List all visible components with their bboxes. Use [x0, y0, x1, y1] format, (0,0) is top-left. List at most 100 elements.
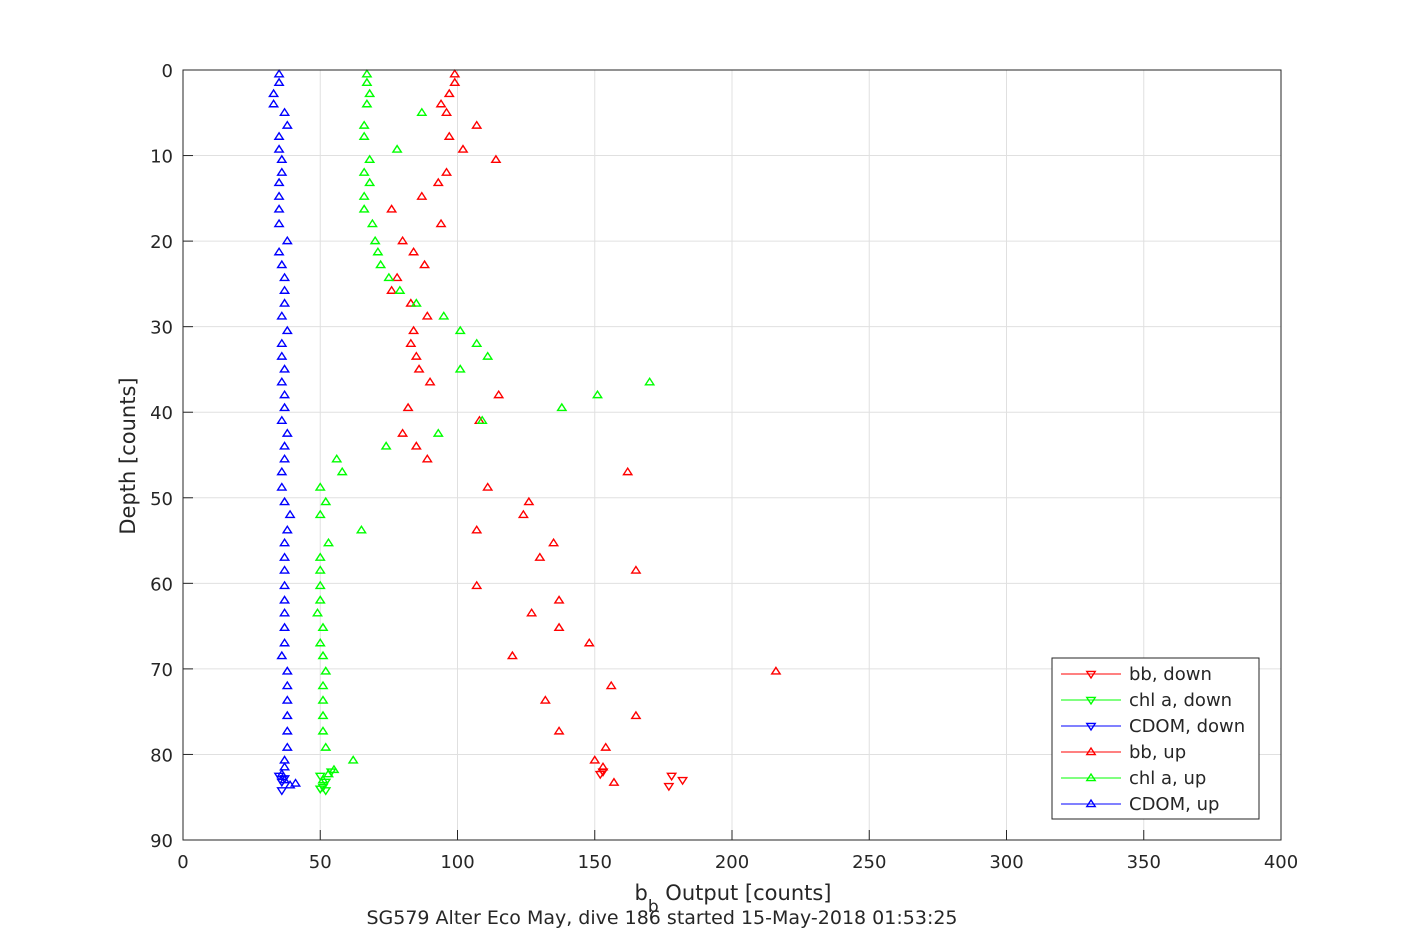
data-point [364, 88, 376, 98]
data-point [421, 453, 433, 463]
data-point [279, 298, 291, 307]
data-point [397, 428, 409, 437]
y-tick-label: 60 [150, 574, 173, 595]
data-point [405, 298, 417, 307]
data-point [419, 259, 431, 269]
data-point [517, 509, 529, 519]
legend-label: CDOM, down [1129, 716, 1245, 737]
data-point [366, 218, 378, 228]
data-point [457, 144, 469, 153]
data-point [281, 120, 293, 129]
data-point [276, 351, 288, 360]
data-point [361, 98, 373, 108]
data-point [600, 742, 612, 751]
y-tick-label: 20 [150, 232, 173, 253]
data-point [644, 376, 656, 386]
data-point [597, 761, 609, 771]
x-tick-label: 100 [440, 852, 474, 873]
data-point [276, 167, 288, 176]
legend-marker [1085, 798, 1097, 808]
axis-ticks: 0 50 100 150 200 250 300 350 400 0 10 20 30 40 50 60 70 8… [150, 61, 1298, 873]
data-point [273, 131, 285, 140]
data-point [361, 77, 373, 87]
x-tick-label: 300 [989, 852, 1023, 873]
data-point [482, 482, 494, 491]
y-tick-label: 40 [150, 403, 173, 424]
data-point [281, 695, 293, 704]
x-tick-label: 250 [852, 852, 886, 873]
data-point [281, 680, 293, 690]
data-point [281, 428, 293, 437]
data-point [397, 235, 409, 245]
legend-marker [1085, 670, 1097, 680]
data-point [391, 272, 403, 282]
legend-label: bb, down [1129, 664, 1212, 685]
x-tick-label: 50 [309, 852, 332, 873]
data-point [317, 726, 329, 735]
data-point [268, 98, 280, 108]
data-point [281, 235, 293, 245]
data-point [583, 637, 595, 647]
data-point [770, 666, 782, 675]
data-point [666, 772, 678, 782]
data-point [355, 525, 367, 534]
data-point [279, 565, 291, 574]
data-point [320, 742, 332, 751]
data-point [493, 389, 505, 399]
y-tick-label: 80 [150, 745, 173, 766]
data-point [276, 338, 288, 347]
data-point [539, 695, 551, 704]
y-tick-label: 90 [150, 831, 173, 852]
data-point [281, 325, 293, 335]
data-point [410, 298, 422, 307]
data-point [279, 622, 291, 632]
data-point [506, 650, 518, 660]
data-point [314, 482, 326, 491]
data-point [314, 552, 326, 561]
data-point [279, 402, 291, 412]
data-point [279, 774, 291, 784]
data-point [279, 389, 291, 399]
data-point [449, 68, 461, 78]
data-point [361, 68, 373, 78]
data-point [312, 607, 323, 617]
data-point [597, 768, 609, 777]
data-point [358, 204, 370, 213]
data-point [276, 154, 288, 164]
data-point [323, 768, 334, 778]
data-point [284, 779, 296, 789]
data-point [471, 580, 483, 590]
data-point [331, 453, 343, 463]
data-point [317, 680, 329, 690]
legend-marker [1085, 746, 1097, 756]
data-point [317, 622, 329, 632]
data-point [276, 482, 288, 491]
data-point [273, 68, 285, 78]
data-point [438, 311, 450, 320]
x-tick-label: 200 [715, 852, 749, 873]
data-point [317, 695, 329, 704]
data-point [405, 338, 417, 347]
data-point [273, 191, 285, 200]
data-point [320, 666, 332, 675]
data-point [432, 177, 444, 187]
data-point [358, 131, 370, 140]
data-point [408, 325, 420, 335]
x-axis-label-rest: Output [counts] [659, 881, 832, 905]
data-point [281, 726, 293, 735]
data-point [358, 120, 370, 129]
data-point [369, 235, 381, 245]
data-point [490, 154, 502, 164]
data-point [268, 88, 280, 98]
data-point [386, 204, 398, 213]
data-point [358, 167, 370, 176]
y-axis-label: Depth [counts] [116, 377, 140, 534]
data-point [314, 580, 326, 590]
x-axis-label-main: b [634, 881, 647, 905]
data-point [589, 755, 601, 764]
data-point [323, 537, 334, 547]
data-point [279, 441, 291, 450]
data-point [553, 726, 565, 735]
data-point [553, 595, 565, 604]
data-point [556, 402, 568, 412]
